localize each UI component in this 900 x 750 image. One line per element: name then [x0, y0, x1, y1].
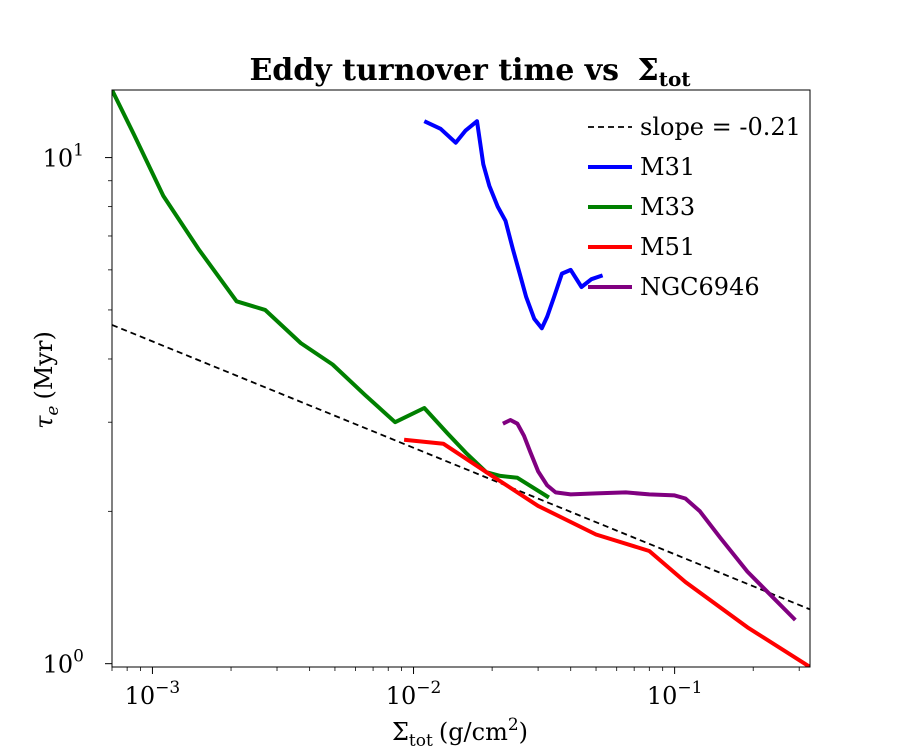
x-axis-label-units-close: ) — [519, 718, 528, 746]
x-axis-label: Σtot (g/cm2) — [392, 715, 528, 750]
chart-title: Eddy turnover time vs Σtot — [249, 53, 691, 91]
legend-label-ngc6946: NGC6946 — [640, 273, 760, 301]
chart-title-text: Eddy turnover time vs — [249, 53, 619, 88]
legend-label-m33: M33 — [640, 193, 695, 221]
series-line-m51 — [403, 437, 810, 667]
series-lines — [112, 90, 810, 667]
legend: slope = -0.21 M31 M33 M51 NGC6946 — [588, 113, 801, 301]
x-tick-label: 10−2 — [386, 678, 442, 710]
axis-ticks: 10−3 10−2 10−1 100 101 — [43, 141, 800, 710]
y-axis-label-units: (Myr) — [30, 331, 58, 399]
x-axis-label-subscript: tot — [409, 731, 433, 750]
y-axis-label-subscript: e — [43, 406, 63, 416]
legend-label-slope-0-21: slope = -0.21 — [640, 113, 801, 141]
chart-title-symbol: Σ — [638, 53, 659, 88]
y-tick-label: 100 — [43, 647, 84, 679]
x-tick-label: 10−1 — [647, 678, 703, 710]
plot-frame — [111, 89, 811, 668]
legend-label-m31: M31 — [640, 153, 695, 181]
plot-area — [111, 89, 811, 668]
x-axis-label-units: (g/cm — [439, 718, 508, 746]
series-line-m31 — [423, 119, 604, 331]
y-axis-label-symbol: τ — [30, 415, 58, 429]
x-tick-label: 10−3 — [125, 678, 181, 710]
y-tick-label: 101 — [43, 141, 84, 173]
y-axis-label: τe (Myr) — [30, 331, 63, 429]
x-axis-label-units-sup: 2 — [508, 715, 519, 735]
legend-label-m51: M51 — [640, 233, 695, 261]
chart-title-subscript: tot — [659, 67, 692, 91]
series-line-slope-0-21 — [112, 324, 810, 611]
x-axis-label-symbol: Σ — [392, 718, 409, 746]
series-line-ngc6946 — [502, 418, 797, 622]
